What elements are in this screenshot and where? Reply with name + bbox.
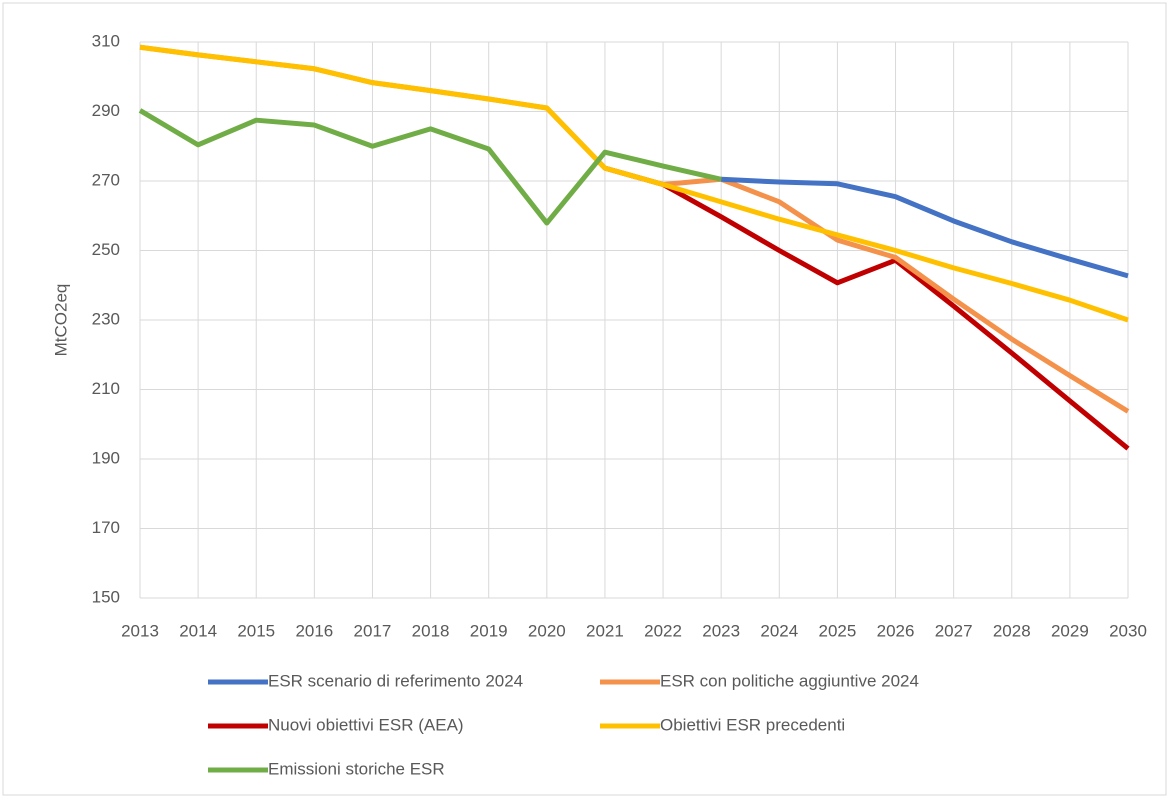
x-tick-label: 2014 xyxy=(179,621,217,640)
series-line xyxy=(138,108,722,226)
x-tick-label: 2021 xyxy=(586,621,624,640)
x-tick-label: 2026 xyxy=(877,621,915,640)
x-tick-label: 2025 xyxy=(818,621,856,640)
legend-label: ESR scenario di referimento 2024 xyxy=(268,671,523,690)
x-tick-label: 2023 xyxy=(702,621,740,640)
series-line xyxy=(604,165,1130,451)
x-tick-label: 2019 xyxy=(470,621,508,640)
series-line xyxy=(721,176,1129,279)
x-tick-label: 2027 xyxy=(935,621,973,640)
y-axis-label: MtCO2eq xyxy=(51,284,70,357)
x-tick-label: 2024 xyxy=(760,621,798,640)
y-tick-label: 190 xyxy=(92,448,120,467)
x-tick-label: 2015 xyxy=(237,621,275,640)
legend-label: Obiettivi ESR precedenti xyxy=(660,715,845,734)
x-tick-label: 2017 xyxy=(354,621,392,640)
x-tick-label: 2018 xyxy=(412,621,450,640)
x-tick-label: 2016 xyxy=(295,621,333,640)
y-tick-label: 310 xyxy=(92,31,120,50)
x-tick-label: 2013 xyxy=(121,621,159,640)
legend-label: Emissioni storiche ESR xyxy=(268,759,445,778)
y-tick-label: 290 xyxy=(92,101,120,120)
x-tick-label: 2028 xyxy=(993,621,1031,640)
y-tick-label: 170 xyxy=(92,518,120,537)
x-tick-label: 2020 xyxy=(528,621,566,640)
y-tick-label: 210 xyxy=(92,379,120,398)
x-tick-label: 2022 xyxy=(644,621,682,640)
y-tick-label: 270 xyxy=(92,170,120,189)
y-tick-label: 250 xyxy=(92,240,120,259)
x-tick-label: 2030 xyxy=(1109,621,1147,640)
y-tick-label: 230 xyxy=(92,309,120,328)
series-line xyxy=(139,44,1129,323)
x-tick-label: 2029 xyxy=(1051,621,1089,640)
legend-label: Nuovi obiettivi ESR (AEA) xyxy=(268,715,464,734)
y-tick-label: 150 xyxy=(92,587,120,606)
legend-label: ESR con politiche aggiuntive 2024 xyxy=(660,671,919,690)
